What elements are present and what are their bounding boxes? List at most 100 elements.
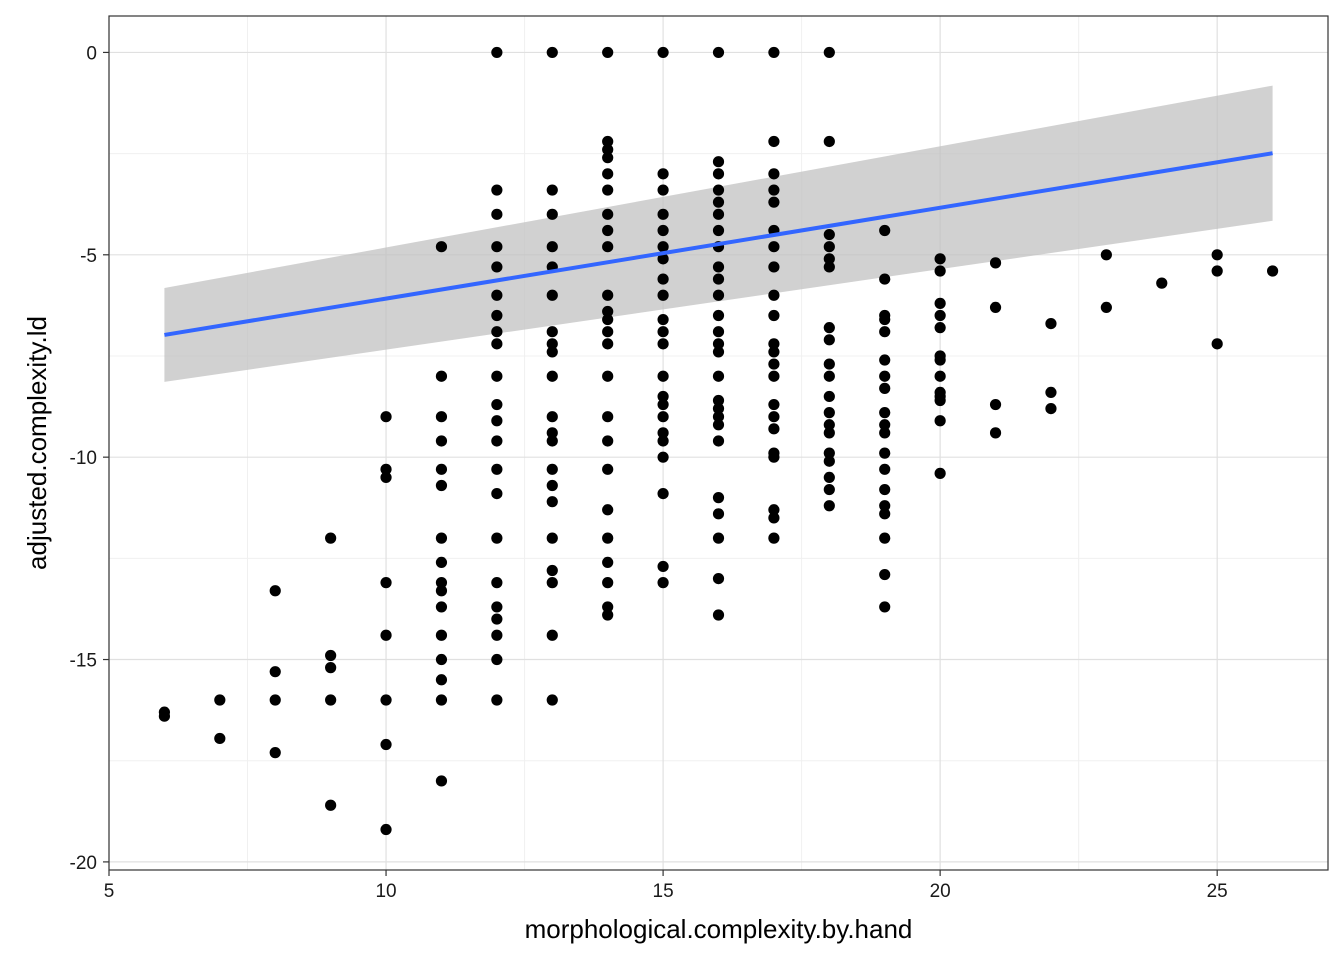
data-point: [879, 419, 891, 431]
data-point: [657, 253, 669, 265]
data-point: [657, 487, 669, 500]
data-point: [712, 394, 725, 407]
data-point: [435, 556, 448, 568]
data-point: [602, 601, 614, 613]
data-point: [602, 435, 614, 447]
data-point: [158, 710, 171, 722]
data-point: [602, 577, 614, 589]
data-point: [823, 390, 835, 403]
data-point: [435, 241, 448, 253]
data-point: [602, 184, 614, 196]
data-point: [712, 609, 725, 621]
data-point: [823, 407, 835, 419]
data-point: [934, 309, 946, 322]
data-point: [768, 46, 780, 59]
data-point: [491, 208, 503, 220]
data-point: [712, 224, 725, 237]
data-point: [435, 577, 448, 589]
data-point: [657, 398, 669, 411]
data-point: [823, 228, 835, 241]
data-point: [491, 463, 503, 475]
data-point: [934, 467, 946, 479]
data-point: [879, 370, 891, 382]
data-point: [602, 338, 614, 350]
data-point: [602, 411, 614, 423]
data-point: [657, 451, 669, 463]
data-point: [491, 577, 503, 589]
data-point: [602, 370, 614, 382]
data-point: [380, 694, 392, 706]
data-point: [823, 500, 835, 512]
data-point: [325, 532, 337, 544]
data-point: [380, 411, 392, 423]
data-point: [1045, 402, 1057, 415]
data-point: [657, 241, 669, 253]
data-point: [491, 613, 503, 625]
data-point: [546, 338, 558, 350]
data-point: [602, 289, 614, 301]
data-point: [879, 407, 891, 419]
data-point: [768, 346, 780, 358]
data-point: [546, 629, 558, 641]
data-point: [380, 463, 392, 475]
data-point: [712, 273, 725, 285]
x-tick-label: 10: [375, 881, 396, 902]
data-point: [879, 508, 891, 520]
data-point: [546, 370, 558, 382]
data-point: [269, 747, 281, 759]
data-point: [325, 649, 337, 662]
data-point: [435, 653, 448, 666]
data-point: [602, 152, 614, 164]
data-point: [879, 568, 891, 581]
data-point: [657, 273, 669, 285]
data-point: [712, 309, 725, 322]
data-point: [1211, 338, 1223, 350]
data-point: [768, 261, 780, 273]
data-point: [768, 411, 780, 423]
data-point: [1266, 265, 1279, 277]
data-point: [602, 326, 614, 338]
data-point: [934, 265, 946, 277]
data-point: [491, 46, 503, 59]
data-point: [435, 479, 448, 492]
data-point: [214, 732, 226, 745]
data-point: [768, 423, 780, 435]
data-point: [712, 156, 725, 168]
data-point: [491, 370, 503, 382]
data-point: [712, 168, 725, 180]
data-point: [768, 135, 780, 148]
data-point: [712, 338, 725, 350]
y-axis-ticks: 0 -5 -10 -15 -20: [70, 43, 109, 874]
data-point: [657, 390, 669, 403]
data-point: [712, 184, 725, 196]
data-point: [712, 532, 725, 544]
data-point: [934, 297, 946, 309]
data-point: [879, 273, 891, 285]
data-point: [712, 572, 725, 585]
data-point: [879, 483, 891, 496]
data-point: [491, 261, 503, 273]
fit-line-group: [164, 151, 1273, 337]
data-point: [768, 289, 780, 301]
data-point: [546, 289, 558, 301]
data-point: [712, 326, 725, 338]
data-point: [823, 322, 835, 334]
data-point: [491, 309, 503, 322]
data-point: [712, 492, 725, 504]
data-point: [602, 532, 614, 544]
data-point: [1211, 265, 1223, 277]
data-point: [879, 382, 891, 394]
data-point: [712, 370, 725, 382]
data-point: [546, 326, 558, 338]
data-point: [546, 208, 558, 220]
data-point: [491, 415, 503, 427]
data-point: [879, 427, 891, 439]
data-point: [657, 208, 669, 220]
data-point: [657, 168, 669, 180]
data-point: [989, 427, 1002, 439]
data-point: [435, 435, 448, 447]
data-point: [546, 184, 558, 196]
data-point: [602, 609, 614, 621]
data-point: [657, 184, 669, 196]
data-points: [158, 46, 1279, 836]
